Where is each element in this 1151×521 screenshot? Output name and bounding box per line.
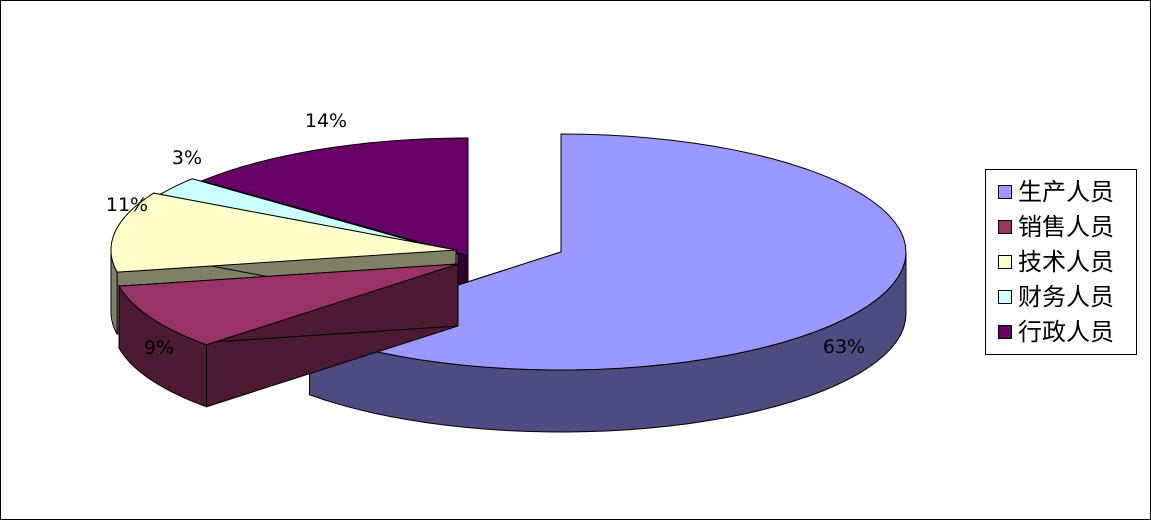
pie-slice-1 xyxy=(118,263,459,408)
legend-label-1: 销售人员 xyxy=(1018,212,1114,241)
data-label-1: 9% xyxy=(144,337,174,359)
legend-label-3: 财务人员 xyxy=(1018,282,1114,311)
data-label-3: 3% xyxy=(172,147,202,169)
legend-item-3: 财务人员 xyxy=(986,279,1136,314)
legend-swatch-1 xyxy=(998,219,1012,234)
legend-swatch-3 xyxy=(998,289,1012,304)
legend-swatch-0 xyxy=(998,184,1012,199)
data-label-0: 63% xyxy=(823,336,865,358)
legend: 生产人员 销售人员 技术人员 财务人员 行政人员 xyxy=(985,169,1137,355)
pie-slice-top-4 xyxy=(200,137,469,257)
legend-swatch-4 xyxy=(998,324,1012,339)
data-label-4: 14% xyxy=(305,110,347,132)
legend-item-0: 生产人员 xyxy=(986,174,1136,209)
data-label-2: 11% xyxy=(106,194,148,216)
legend-item-4: 行政人员 xyxy=(986,314,1136,349)
legend-item-1: 销售人员 xyxy=(986,209,1136,244)
legend-swatch-2 xyxy=(998,254,1012,269)
legend-label-2: 技术人员 xyxy=(1018,247,1114,276)
pie-slice-top-1 xyxy=(118,263,459,346)
legend-label-0: 生产人员 xyxy=(1018,177,1114,206)
legend-label-4: 行政人员 xyxy=(1018,317,1114,346)
legend-item-2: 技术人员 xyxy=(986,244,1136,279)
pie-slice-top-0 xyxy=(307,133,907,371)
pie-slice-top-2 xyxy=(110,192,457,273)
